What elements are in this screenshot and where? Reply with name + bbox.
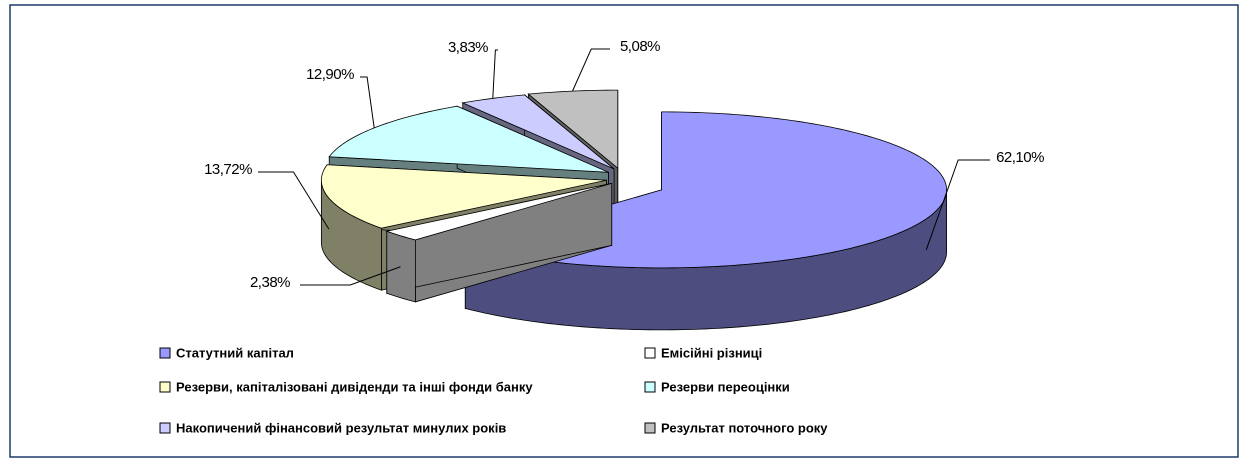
data-label: 5,08% (620, 38, 660, 55)
legend-label: Накопичений фінансовий результат минулих… (176, 420, 506, 435)
pie: 62,10% 2,38% 13,72% 12,90% 3,83% 5,08% (204, 38, 1045, 331)
legend-label: Резерви, капіталізовані дивіденди та інш… (176, 379, 533, 394)
data-label: 62,10% (996, 149, 1044, 166)
legend-swatch (644, 381, 656, 393)
legend-swatch (159, 422, 171, 434)
leader-line (925, 159, 990, 250)
legend: Статутний капітал Емісійні різниці Резерви… (159, 345, 828, 435)
slice-top (320, 164, 607, 229)
leader-line (300, 266, 401, 286)
data-label: 12,90% (306, 66, 354, 83)
slice-top (461, 94, 615, 170)
slice-top (328, 105, 609, 173)
legend-label: Резерви переоцінки (661, 379, 790, 394)
slice-top (385, 182, 612, 241)
legend-swatch (644, 422, 656, 434)
leader-line (492, 49, 498, 99)
data-label: 2,38% (250, 274, 290, 291)
leader-line (572, 48, 610, 92)
slice-wall (386, 230, 416, 303)
legend-label: Результат поточного року (661, 420, 828, 435)
data-label: 3,83% (448, 39, 488, 56)
slice (385, 182, 613, 303)
data-label: 13,72% (204, 161, 252, 178)
legend-swatch (159, 381, 171, 393)
leader-line (360, 76, 375, 128)
legend-label: Статутний капітал (176, 345, 294, 360)
legend-swatch (644, 347, 656, 359)
leader-line (258, 171, 330, 230)
legend-swatch (159, 347, 171, 359)
legend-label: Емісійні різниці (661, 345, 762, 360)
